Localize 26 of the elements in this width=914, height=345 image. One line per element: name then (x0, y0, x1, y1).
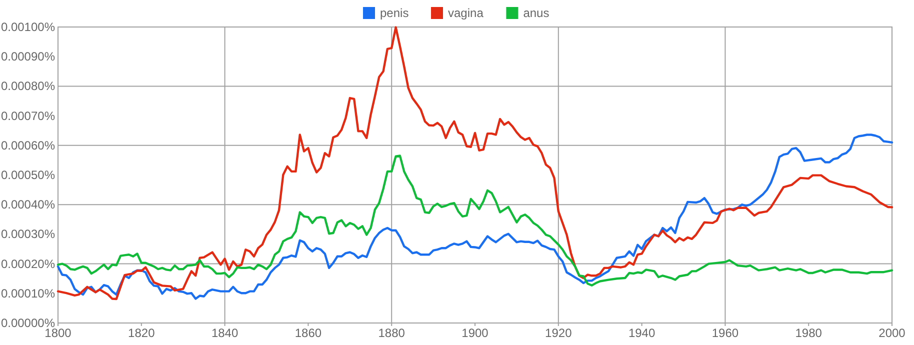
x-tick-label: 1880 (378, 326, 406, 340)
y-tick-label: 0.00100% (0, 20, 56, 34)
x-tick-label: 1860 (294, 326, 322, 340)
y-tick-label: 0.00010% (0, 286, 56, 300)
x-tick-label: 1940 (628, 326, 656, 340)
line-series (56, 134, 894, 300)
legend-label: penis (380, 6, 409, 20)
x-tick-label: 1920 (545, 326, 572, 340)
x-tick-label: 1980 (795, 326, 822, 340)
legend-label: vagina (448, 6, 484, 20)
y-tick-label: 0.00050% (0, 168, 56, 182)
y-tick-label: 0.00090% (0, 50, 56, 64)
line-series (56, 26, 894, 300)
y-tick-label: 0.00070% (0, 108, 56, 123)
y-tick-label: 0.00040% (0, 198, 56, 212)
x-tick-label: 1840 (211, 326, 238, 340)
y-tick-label: 0.00080% (0, 79, 56, 94)
x-tick-label: 1900 (462, 326, 489, 340)
legend-label: anus (523, 6, 550, 20)
x-tick-label: 2000 (878, 326, 906, 340)
x-tick-label: 1820 (128, 326, 156, 340)
y-tick-label: 0.00060% (0, 138, 56, 152)
y-tick-label: 0.00030% (0, 227, 56, 242)
x-tick-label: 1960 (712, 326, 739, 340)
y-tick-label: 0.00020% (0, 256, 56, 271)
line-series (56, 154, 894, 287)
